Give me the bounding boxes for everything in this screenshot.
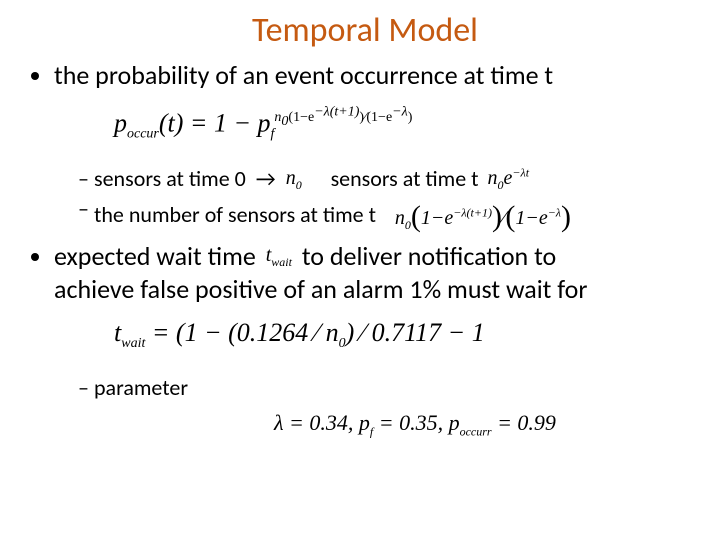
e-n0: 0	[339, 336, 346, 351]
equation-params: λ = 0.34, pf = 0.35, poccurr = 0.99	[94, 404, 700, 450]
m-exp2s: −λ	[548, 206, 561, 220]
eq-sub-occur: occur	[127, 126, 159, 141]
sub-list-1: sensors at time 0 → n0 sensors at time t…	[54, 164, 700, 237]
eq-twait-content: twait = (1 − (0.1264 ⁄ n0) ⁄ 0.7117 − 1	[114, 317, 485, 353]
m-n: n	[286, 167, 296, 189]
eq-sym-p: p	[114, 108, 127, 137]
e-tw-eq1: = (1 − (0.1264 ⁄ n	[145, 318, 338, 347]
b2-pre: expected wait time	[54, 240, 256, 273]
eq-exp1-open: (1−e	[288, 110, 314, 125]
sub-list-2: parameter λ = 0.34, pf = 0.35, poccurr =…	[54, 373, 700, 450]
m-n0e-sup: −λt	[512, 165, 529, 179]
eq-sub-f: f	[271, 126, 275, 141]
m-n03: 0	[405, 218, 411, 232]
arrow-icon: →	[256, 164, 276, 195]
bullet-expected-wait: expected wait time twait to deliver noti…	[54, 240, 700, 450]
e-tw-eq2: ) ⁄ 0.7117 − 1	[346, 318, 485, 347]
sub-sensors-map: sensors at time 0 → n0 sensors at time t…	[78, 164, 700, 195]
math-n0e: n0e−λt	[488, 164, 530, 194]
m-n0: 0	[296, 178, 302, 192]
b2-mid: to deliver notification to	[302, 240, 556, 273]
bullet-probability: the probability of an event occurrence a…	[54, 59, 700, 236]
m-exp1s: −λ(t+1)	[453, 206, 492, 220]
p-lam: λ = 0.34, p	[274, 410, 370, 435]
slide: Temporal Model the probability of an eve…	[0, 0, 720, 540]
math-n0: n0	[286, 164, 302, 194]
e-tw: wait	[121, 336, 145, 351]
p-pf2: = 0.35, p	[373, 410, 459, 435]
b2-line2: achieve false positive of an alarm 1% mu…	[54, 273, 587, 305]
m-n3: n	[395, 207, 405, 229]
eq-exp2-close: )	[408, 110, 413, 125]
m-n2: n	[488, 167, 498, 189]
p-poc: occurr	[460, 424, 492, 438]
bullet-list: the probability of an event occurrence a…	[30, 59, 700, 450]
eq-exp2-sup: −λ	[392, 105, 408, 120]
sub1-pre: sensors at time 0	[94, 164, 246, 195]
eq-exp2-open: (1−e	[366, 110, 392, 125]
math-nt-expr: n0(1−e−λ(t+1))⁄(1−e−λ)	[395, 194, 571, 236]
sub3-text: parameter	[94, 374, 188, 401]
sub-number-sensors: the number of sensors at time t n0(1−e−λ…	[78, 194, 700, 236]
equation-twait: twait = (1 − (0.1264 ⁄ n0) ⁄ 0.7117 − 1	[54, 311, 700, 367]
m-twait-sub: wait	[271, 255, 292, 269]
equation-poccur: poccur(t) = 1 − pfn0(1−e−λ(t+1))⁄(1−e−λ)	[54, 98, 700, 156]
math-twait-sym: twait	[266, 243, 292, 270]
sub-parameter: parameter λ = 0.34, pf = 0.35, poccurr =…	[78, 373, 700, 450]
eq-rhs1: (t) = 1 − p	[159, 108, 271, 137]
eq-params-content: λ = 0.34, pf = 0.35, poccurr = 0.99	[274, 408, 556, 440]
m-n02: 0	[498, 178, 504, 192]
eq-exp1-sup: −λ(t+1)	[314, 105, 359, 120]
p-val: = 0.99	[492, 410, 556, 435]
bullet-1-text: the probability of an event occurrence a…	[54, 59, 553, 91]
eq-poccur-content: poccur(t) = 1 − pfn0(1−e−λ(t+1))⁄(1−e−λ)	[114, 104, 412, 143]
sub1-post: sensors at time t	[331, 164, 479, 195]
sub2-pre: the number of sensors at time t	[94, 200, 376, 231]
slide-title: Temporal Model	[30, 10, 700, 51]
